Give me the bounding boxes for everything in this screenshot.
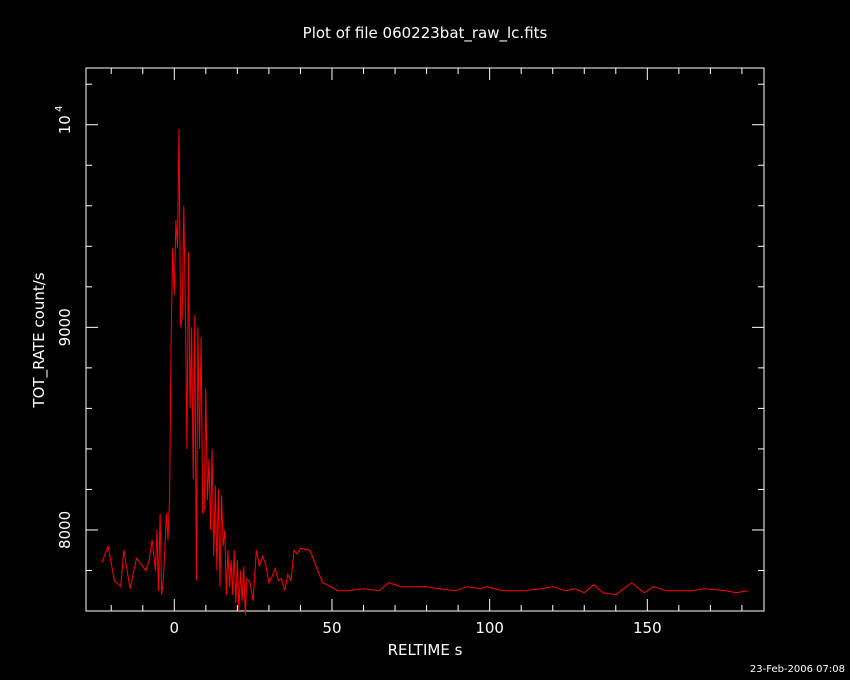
y-tick-label: 9000 bbox=[56, 308, 74, 346]
x-tick-label: 0 bbox=[170, 619, 180, 637]
light-curve-line bbox=[101, 128, 749, 616]
timestamp: 23-Feb-2006 07:08 bbox=[750, 664, 845, 675]
plot-frame bbox=[85, 67, 765, 612]
x-axis: 0 50 100 150 bbox=[110, 68, 743, 637]
y-tick-label: 10 bbox=[56, 115, 74, 134]
y-tick-label: 8000 bbox=[56, 511, 74, 549]
chart-title: Plot of file 060223bat_raw_lc.fits bbox=[303, 24, 548, 43]
y-tick-exponent: 4 bbox=[54, 106, 65, 112]
x-tick-label: 50 bbox=[322, 619, 341, 637]
x-axis-label: RELTIME s bbox=[388, 641, 463, 659]
y-axis-label: TOT_RATE count/s bbox=[30, 272, 49, 408]
y-axis: 8000 9000 10 4 bbox=[54, 83, 764, 612]
x-tick-label: 150 bbox=[633, 619, 662, 637]
x-tick-label: 100 bbox=[475, 619, 504, 637]
